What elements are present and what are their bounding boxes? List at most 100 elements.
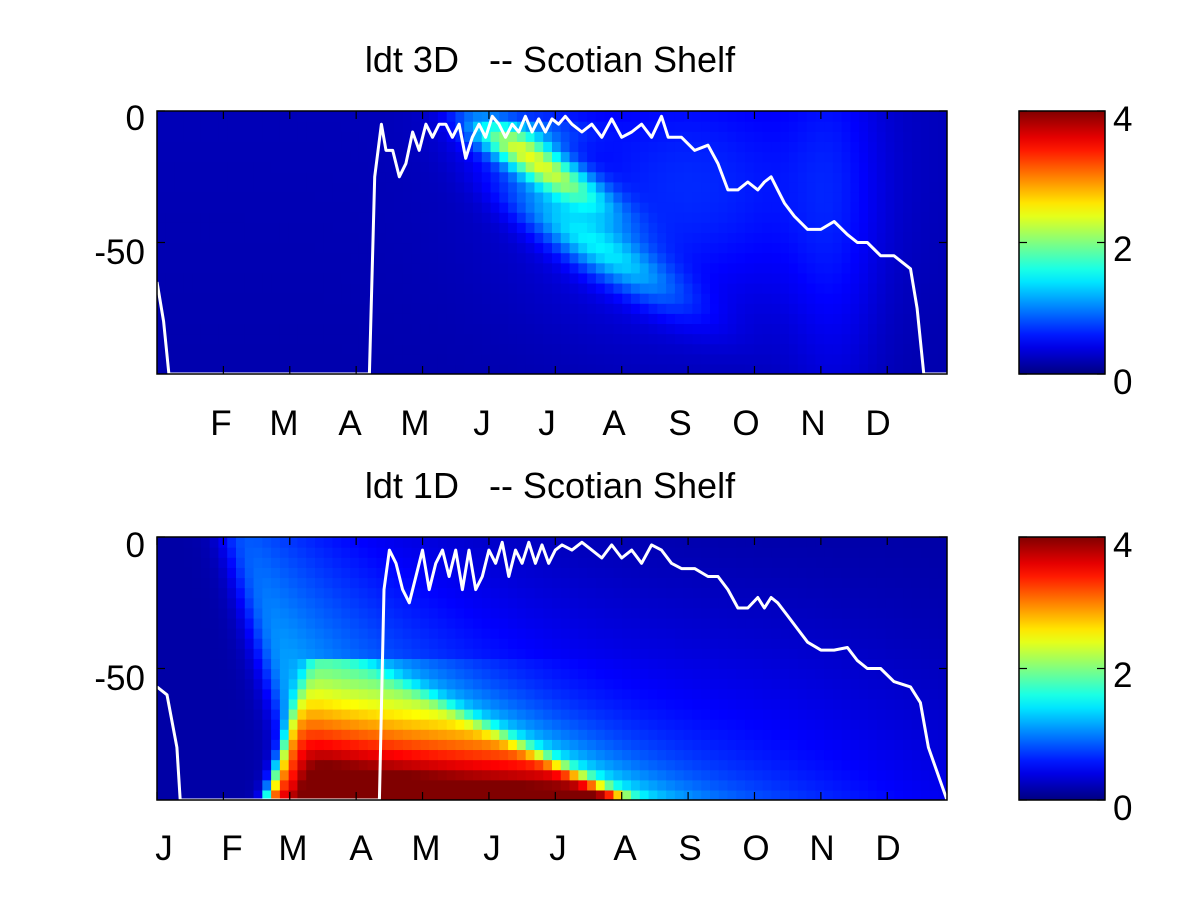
heatmap-cell xyxy=(253,293,263,304)
heatmap-cell xyxy=(560,708,571,720)
heatmap-cell xyxy=(227,141,237,153)
heatmap-cell xyxy=(578,668,588,680)
heatmap-cell xyxy=(508,282,518,294)
heatmap-cell xyxy=(683,628,694,639)
heatmap-cell xyxy=(279,759,290,771)
heatmap-cell xyxy=(543,282,553,294)
heatmap-cell xyxy=(710,537,720,548)
heatmap-cell xyxy=(288,547,299,558)
heatmap-cell xyxy=(394,749,404,761)
heatmap-cell xyxy=(806,141,816,153)
heatmap-cell xyxy=(736,719,746,730)
heatmap-cell xyxy=(701,698,711,710)
heatmap-cell xyxy=(420,333,430,345)
heatmap-cell xyxy=(771,272,781,284)
heatmap-cell xyxy=(920,759,931,771)
heatmap-cell xyxy=(350,252,360,264)
heatmap-cell xyxy=(332,242,342,254)
heatmap-cell xyxy=(306,171,316,183)
heatmap-cell xyxy=(165,567,176,579)
heatmap-cell xyxy=(771,668,781,680)
heatmap-cell xyxy=(920,262,931,274)
heatmap-cell xyxy=(894,131,904,142)
heatmap-cell xyxy=(868,161,878,173)
heatmap-cell xyxy=(394,111,404,122)
heatmap-cell xyxy=(631,151,641,163)
heatmap-cell xyxy=(253,303,263,314)
heatmap-cell xyxy=(253,658,263,670)
heatmap-cell xyxy=(157,567,167,579)
heatmap-cell xyxy=(718,648,729,659)
heatmap-cell xyxy=(569,638,579,649)
heatmap-cell xyxy=(315,333,325,345)
heatmap-cell xyxy=(868,171,878,183)
heatmap-cell xyxy=(341,191,351,203)
heatmap-cell xyxy=(639,151,650,163)
heatmap-cell xyxy=(613,557,623,568)
heatmap-cell xyxy=(192,749,202,761)
heatmap-cell xyxy=(674,617,685,629)
heatmap-cell xyxy=(718,769,729,781)
heatmap-cell xyxy=(350,202,360,213)
heatmap-cell xyxy=(464,202,474,213)
heatmap-cell xyxy=(613,577,623,589)
heatmap-cell xyxy=(674,141,685,153)
heatmap-cell xyxy=(271,587,281,599)
heatmap-cell xyxy=(587,313,597,325)
heatmap-cell xyxy=(780,708,790,720)
heatmap-cell xyxy=(929,708,939,720)
heatmap-cell xyxy=(490,141,500,153)
heatmap-cell xyxy=(262,151,272,163)
heatmap-cell xyxy=(859,202,869,213)
heatmap-cell xyxy=(350,293,360,304)
heatmap-cell xyxy=(631,363,641,374)
heatmap-cell xyxy=(244,282,255,294)
heatmap-cell xyxy=(332,779,342,791)
heatmap-cell xyxy=(903,131,913,142)
heatmap-cell xyxy=(455,242,465,254)
heatmap-cell xyxy=(157,708,167,720)
heatmap-cell xyxy=(271,688,281,700)
heatmap-cell xyxy=(367,141,378,153)
heatmap-cell xyxy=(639,658,650,670)
heatmap-cell xyxy=(657,242,667,254)
heatmap-cell xyxy=(674,323,685,335)
heatmap-cell xyxy=(157,131,167,142)
heatmap-cell xyxy=(279,242,290,254)
heatmap-cell xyxy=(876,343,887,355)
heatmap-cell xyxy=(595,698,606,710)
heatmap-cell xyxy=(753,282,764,294)
heatmap-cell xyxy=(745,222,755,233)
heatmap-cell xyxy=(174,222,184,233)
heatmap-cell xyxy=(262,131,272,142)
heatmap-cell xyxy=(789,577,799,589)
heatmap-cell xyxy=(209,769,220,781)
heatmap-cell xyxy=(674,262,685,274)
heatmap-cell xyxy=(279,779,290,791)
heatmap-cell xyxy=(894,151,904,163)
heatmap-cell xyxy=(165,262,176,274)
heatmap-cell xyxy=(885,343,895,355)
heatmap-cell xyxy=(315,547,325,558)
heatmap-cell xyxy=(253,557,263,568)
heatmap-cell xyxy=(481,293,492,304)
heatmap-cell xyxy=(437,617,448,629)
heatmap-cell xyxy=(824,363,834,374)
heatmap-cell xyxy=(771,648,781,659)
heatmap-cell xyxy=(402,587,413,599)
heatmap-cell xyxy=(543,688,553,700)
heatmap-cell xyxy=(271,779,281,791)
heatmap-cell xyxy=(806,151,816,163)
heatmap-cell xyxy=(560,131,571,142)
heatmap-cell xyxy=(868,789,878,800)
heatmap-cell xyxy=(209,668,220,680)
heatmap-cell xyxy=(534,343,544,355)
heatmap-cell xyxy=(683,222,694,233)
heatmap-cell xyxy=(569,343,579,355)
heatmap-cell xyxy=(762,638,773,649)
heatmap-cell xyxy=(236,363,246,374)
heatmap-cell xyxy=(525,222,536,233)
heatmap-cell xyxy=(209,121,220,132)
heatmap-cell xyxy=(411,282,421,294)
heatmap-cell xyxy=(192,638,202,649)
